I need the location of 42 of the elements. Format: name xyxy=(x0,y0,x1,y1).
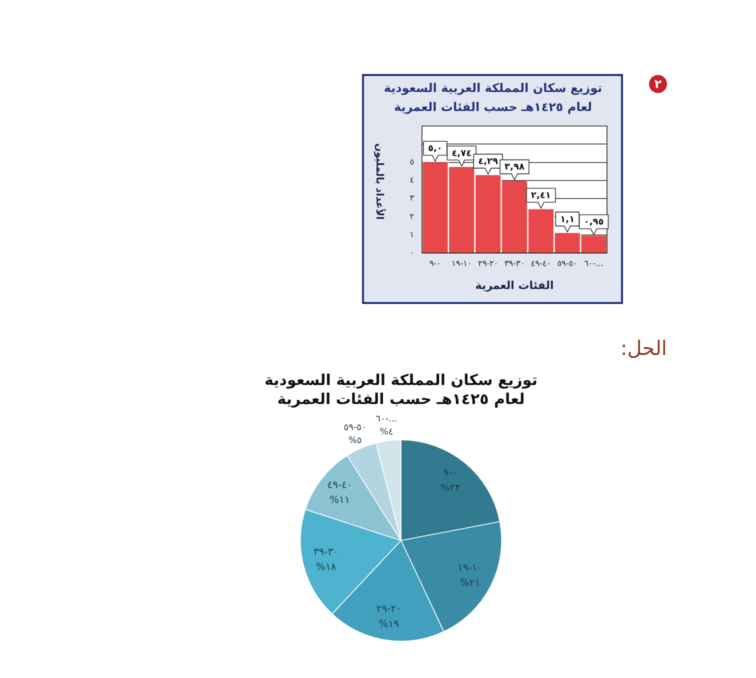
data-label: ١٨% xyxy=(316,562,337,573)
data-label: ٥% xyxy=(348,436,362,446)
data-label: ٤,٧٤ xyxy=(452,148,472,159)
slice-label: ١٠-١٩ xyxy=(457,562,483,574)
slice-label: ٢٠-٢٩ xyxy=(376,604,402,616)
chart-subtitle: لعام ١٤٢٥هـ حسب الفئات العمرية xyxy=(277,390,525,408)
data-label: ١٩% xyxy=(378,619,400,630)
y-tick-label: ٠ xyxy=(410,248,414,258)
y-tick-label: ٢ xyxy=(410,212,414,221)
x-axis-title: الفئات العمرية xyxy=(475,278,554,292)
x-tick-label: ٥٠-٥٩ xyxy=(557,258,578,268)
data-label: ٥,٠ xyxy=(428,144,442,154)
x-tick-label: ٤٠-٤٩ xyxy=(530,258,551,268)
y-tick-label: ٤ xyxy=(410,176,414,185)
data-label: ٢١% xyxy=(460,578,480,589)
x-tick-label: ١٠-١٩ xyxy=(452,258,472,268)
chart-subtitle: لعام ١٤٢٥هـ حسب الفئات العمرية xyxy=(394,100,592,114)
slice-label: ٣٠-٣٩ xyxy=(313,546,339,558)
y-tick-label: ١ xyxy=(410,230,414,239)
x-tick-label: ٢٠-٢٩ xyxy=(478,258,498,268)
slice-label: ...-٦٠ xyxy=(376,414,398,425)
y-tick-label: ٥ xyxy=(410,157,414,166)
slice-label: ٠-٩ xyxy=(443,468,458,479)
data-label: ٠,٩٥ xyxy=(584,218,604,228)
chart-title: توزيع سكان المملكة العربية السعودية xyxy=(264,370,538,389)
data-label: ٢٢% xyxy=(440,482,461,494)
data-label: ٤,٢٩ xyxy=(478,157,499,168)
text: ٢ xyxy=(654,77,662,92)
x-tick-label: ٦٠-... xyxy=(584,258,604,268)
data-label: ٤% xyxy=(380,428,394,438)
y-tick-label: ٣ xyxy=(410,194,415,203)
data-label: ٣,٩٨ xyxy=(504,162,525,173)
x-tick-label: ٣٠-٣٩ xyxy=(504,258,525,268)
slice-label: ٤٠-٤٩ xyxy=(327,480,352,492)
text: الحل: xyxy=(620,336,667,360)
data-label: ١١% xyxy=(330,495,350,506)
data-label: ٢,٤١ xyxy=(530,191,551,202)
y-axis-title: الأعداد بالمليون xyxy=(373,143,386,220)
x-tick-label: ٠-٩ xyxy=(429,258,441,268)
data-label: ١,١ xyxy=(560,214,575,225)
slice-label: ٥٠-٥٩ xyxy=(344,423,366,434)
chart-title: توزيع سكان المملكة العربية السعودية xyxy=(384,81,602,96)
